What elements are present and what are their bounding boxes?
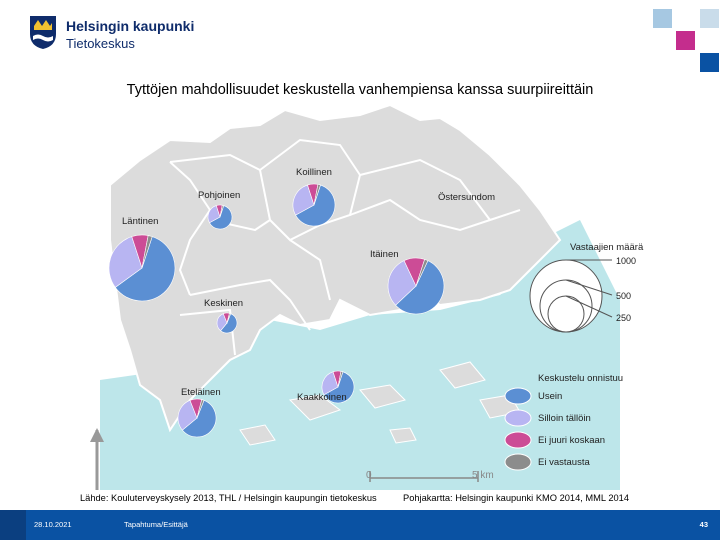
scale-label-end: 5 km [472,470,494,481]
footer-event: Tapahtuma/Esittäjä [124,520,188,529]
pie-slice-lantinen-often [114,236,176,302]
legend-label-sometimes: Silloin tällöin [538,413,591,424]
size-legend: Vastaajien määrä 1000 500 250 [529,242,644,333]
pie-slice-lantinen-no_answer [141,235,153,269]
crest-icon [30,16,56,49]
pie-slice-etelainen-sometimes [177,399,198,431]
pie-slice-etelainen-often [181,399,217,438]
footer-bar: 28.10.2021 Tapahtuma/Esittäjä 43 [0,510,720,540]
deco-square-4 [700,53,719,72]
district-label-itainen: Itäinen [370,249,399,260]
pie-slice-kaakkoinen-sometimes [321,371,339,396]
pie-slice-itainen-no_answer [415,258,429,287]
pie-itainen [387,257,445,315]
size-legend-value-1000: 1000 [616,256,636,266]
legend-swatch-no_answer [504,453,532,471]
org-name: Helsingin kaupunki [66,18,195,34]
district-map: 0 5 km Läntinen Pohjoinen Koillinen Östersu… [60,100,670,490]
footer-date: 28.10.2021 [34,520,72,529]
pie-keskinen [216,312,238,334]
pie-lantinen [108,234,176,302]
legend-label-no_answer: Ei vastausta [538,457,590,468]
legend-swatch-often [504,387,532,405]
footer-accent [0,510,26,540]
pie-slice-pohjoinen-often [209,205,233,230]
pie-slice-itainen-often [395,260,445,315]
pie-slice-kaakkoinen-no_answer [337,370,344,388]
legend-label-often: Usein [538,391,562,402]
island-group [239,361,521,446]
pie-kaakkoinen [321,370,355,404]
category-legend-title: Keskustelu onnistuu [538,373,623,384]
pie-slice-kaakkoinen-often [323,371,355,404]
pie-slice-pohjoinen-no_answer [219,204,225,218]
land-area [109,103,562,433]
pie-slice-koillinen-sometimes [292,184,315,216]
pie-slice-keskinen-no_answer [226,312,232,324]
pie-slice-etelainen-no_answer [196,399,205,419]
legend-swatch-sometimes [504,409,532,427]
district-label-lantinen: Läntinen [122,216,158,227]
page-number: 43 [699,520,708,529]
district-label-ostersundom: Östersundom [438,192,495,203]
district-label-layer: Läntinen Pohjoinen Koillinen Östersundom Itä… [122,167,495,403]
pie-layer [108,183,445,438]
deco-square-1 [653,9,672,28]
sea-area [100,220,620,490]
north-arrow-icon [90,428,104,490]
district-label-etelainen: Eteläinen [181,387,221,398]
size-legend-value-250: 250 [616,313,631,323]
pie-etelainen [177,398,217,438]
scale-label-start: 0 [366,470,372,481]
pie-koillinen [292,183,336,227]
city-logo: Helsingin kaupunki Tietokeskus [28,14,198,54]
source-left: Lähde: Kouluterveyskysely 2013, THL / He… [80,493,377,503]
pie-slice-lantinen-sometimes [108,236,143,288]
deco-square-2 [700,9,719,28]
source-right: Pohjakartta: Helsingin kaupunki KMO 2014… [403,493,630,503]
legend-label-rarely: Ei juuri koskaan [538,435,605,446]
district-label-pohjoinen: Pohjoinen [198,190,240,201]
scale-bar: 0 5 km [366,470,494,482]
district-label-keskinen: Keskinen [204,298,243,309]
size-legend-value-500: 500 [616,291,631,301]
pie-slice-koillinen-no_answer [313,184,321,206]
page-title: Tyttöjen mahdollisuudet keskustella vanh… [126,82,594,98]
deco-square-3 [676,31,695,50]
district-borders [169,138,521,356]
legend-swatch-rarely [504,431,532,449]
pie-pohjoinen [207,204,233,230]
pie-slice-keskinen-often [220,313,238,334]
category-legend: Keskustelu onnistuu Usein Silloin tällöin… [504,373,623,471]
dept-name: Tietokeskus [66,36,135,51]
district-label-koillinen: Koillinen [296,167,332,178]
size-legend-title: Vastaajien määrä [570,242,644,253]
pie-slice-koillinen-often [295,184,336,227]
district-label-kaakkoinen: Kaakkoinen [297,392,347,403]
